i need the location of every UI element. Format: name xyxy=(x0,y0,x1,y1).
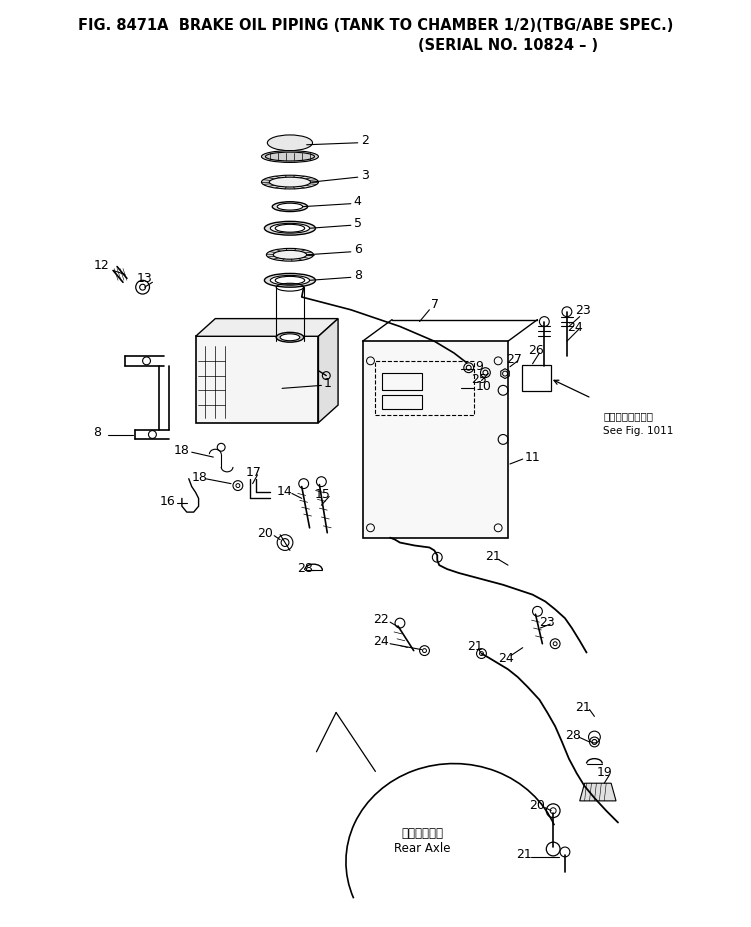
Ellipse shape xyxy=(264,274,315,288)
Ellipse shape xyxy=(276,333,303,343)
Text: 24: 24 xyxy=(567,321,583,334)
Ellipse shape xyxy=(261,176,318,190)
Text: (SERIAL NO. 10824 – ): (SERIAL NO. 10824 – ) xyxy=(418,38,598,53)
Text: 12: 12 xyxy=(93,259,109,272)
Text: 13: 13 xyxy=(137,272,152,285)
Text: 24: 24 xyxy=(498,652,514,665)
Ellipse shape xyxy=(264,222,315,235)
Polygon shape xyxy=(318,319,338,424)
Text: 第１０１１図参照: 第１０１１図参照 xyxy=(603,411,653,421)
Ellipse shape xyxy=(267,135,312,151)
Text: 9: 9 xyxy=(475,360,484,373)
FancyBboxPatch shape xyxy=(196,337,318,424)
Text: 26: 26 xyxy=(528,343,544,356)
Text: 20: 20 xyxy=(529,798,545,811)
Ellipse shape xyxy=(261,151,318,163)
Ellipse shape xyxy=(270,178,311,188)
Ellipse shape xyxy=(273,251,306,260)
Circle shape xyxy=(589,731,600,743)
Bar xyxy=(363,342,508,538)
Text: FIG. 8471A  BRAKE OIL PIPING (TANK TO CHAMBER 1/2)(TBG/ABE SPEC.): FIG. 8471A BRAKE OIL PIPING (TANK TO CHA… xyxy=(77,19,673,33)
Text: 24: 24 xyxy=(373,635,389,648)
Ellipse shape xyxy=(273,202,308,212)
Text: 28: 28 xyxy=(565,728,581,741)
Text: 3: 3 xyxy=(360,169,369,182)
Circle shape xyxy=(477,649,487,659)
Text: 1: 1 xyxy=(324,376,331,389)
Text: 14: 14 xyxy=(277,485,293,498)
Text: 23: 23 xyxy=(539,615,555,628)
Bar xyxy=(382,396,421,410)
Text: 7: 7 xyxy=(431,298,439,311)
Text: 18: 18 xyxy=(174,443,190,456)
Text: 21: 21 xyxy=(466,640,482,653)
Text: 8: 8 xyxy=(354,269,362,282)
Text: 11: 11 xyxy=(525,451,541,464)
Circle shape xyxy=(433,552,442,563)
Text: 8: 8 xyxy=(93,425,101,438)
Polygon shape xyxy=(196,319,338,337)
Text: 4: 4 xyxy=(354,195,362,208)
Text: 2: 2 xyxy=(360,134,369,147)
Text: 21: 21 xyxy=(575,700,590,713)
Text: See Fig. 1011: See Fig. 1011 xyxy=(603,425,674,435)
Ellipse shape xyxy=(267,249,313,261)
Text: 17: 17 xyxy=(246,466,261,479)
Text: 19: 19 xyxy=(596,765,612,778)
FancyBboxPatch shape xyxy=(522,365,551,392)
Ellipse shape xyxy=(270,224,309,234)
Text: 27: 27 xyxy=(506,353,522,366)
Bar xyxy=(376,362,474,415)
Text: 28: 28 xyxy=(297,561,312,574)
Text: 22: 22 xyxy=(373,612,389,625)
Polygon shape xyxy=(580,783,616,801)
Ellipse shape xyxy=(277,204,303,210)
Text: 21: 21 xyxy=(485,549,501,562)
Text: 15: 15 xyxy=(315,488,330,501)
Text: 5: 5 xyxy=(354,217,362,230)
Text: リヤアクスル: リヤアクスル xyxy=(402,826,444,839)
Text: 21: 21 xyxy=(516,847,532,860)
Ellipse shape xyxy=(280,335,300,341)
Text: 20: 20 xyxy=(258,527,273,540)
Text: 10: 10 xyxy=(475,379,491,392)
Text: Rear Axle: Rear Axle xyxy=(394,841,451,854)
Text: 18: 18 xyxy=(192,471,207,484)
Circle shape xyxy=(560,847,570,857)
Text: 23: 23 xyxy=(575,304,590,317)
Text: 25: 25 xyxy=(471,373,487,386)
Ellipse shape xyxy=(270,276,309,286)
Text: 16: 16 xyxy=(159,494,175,507)
Text: 6: 6 xyxy=(354,243,362,256)
Bar xyxy=(382,374,421,391)
Circle shape xyxy=(136,281,149,295)
